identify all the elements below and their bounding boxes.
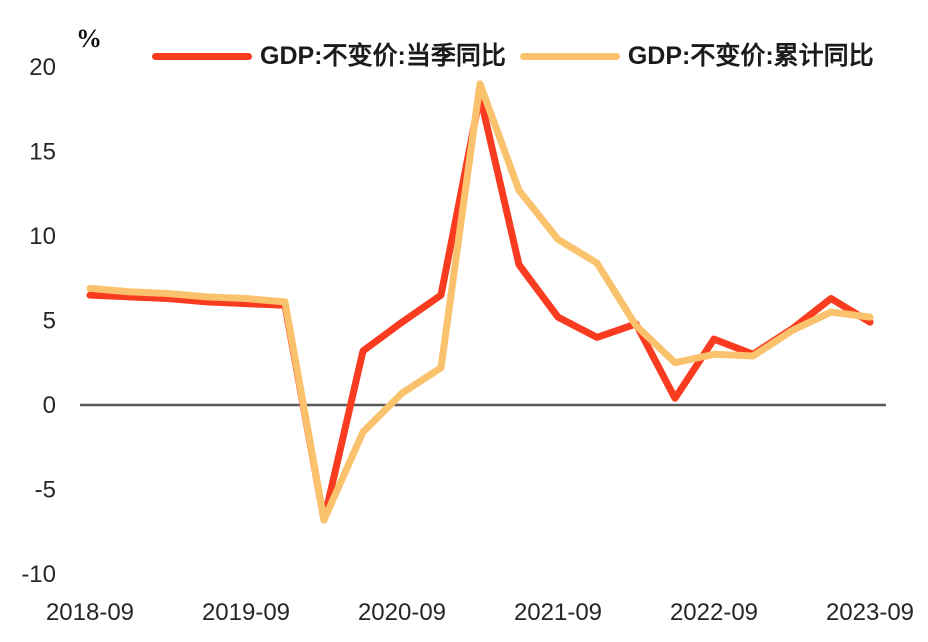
x-tick-label: 2022-09	[670, 599, 758, 626]
x-tick-label: 2020-09	[358, 599, 446, 626]
legend-item-quarterly-yoy: GDP:不变价:当季同比	[152, 44, 506, 69]
legend-swatch-quarterly-yoy	[152, 53, 252, 60]
x-tick-label: 2021-09	[514, 599, 602, 626]
y-tick-label: -5	[35, 477, 56, 504]
x-tick-label: 2023-09	[826, 599, 914, 626]
y-tick-label: 0	[43, 392, 56, 419]
legend-swatch-cumulative-yoy	[519, 53, 620, 60]
series-line-quarterly-yoy	[86, 92, 874, 524]
x-tick-label: 2019-09	[202, 599, 290, 626]
legend-label-quarterly-yoy: GDP:不变价:当季同比	[260, 42, 506, 70]
y-tick-label: -10	[21, 561, 56, 588]
chart-legend: GDP:不变价:当季同比 GDP:不变价:累计同比	[152, 44, 874, 69]
y-tick-label: 20	[29, 54, 56, 81]
x-tick-label: 2018-09	[46, 599, 134, 626]
legend-label-cumulative-yoy: GDP:不变价:累计同比	[627, 42, 874, 70]
y-tick-label: 5	[43, 308, 56, 335]
y-axis-unit-label: %	[76, 24, 102, 53]
series-line-cumulative-yoy	[86, 80, 874, 524]
y-tick-label: 15	[29, 139, 56, 166]
y-tick-label: 10	[29, 223, 56, 250]
legend-item-cumulative-yoy: GDP:不变价:累计同比	[519, 42, 874, 70]
